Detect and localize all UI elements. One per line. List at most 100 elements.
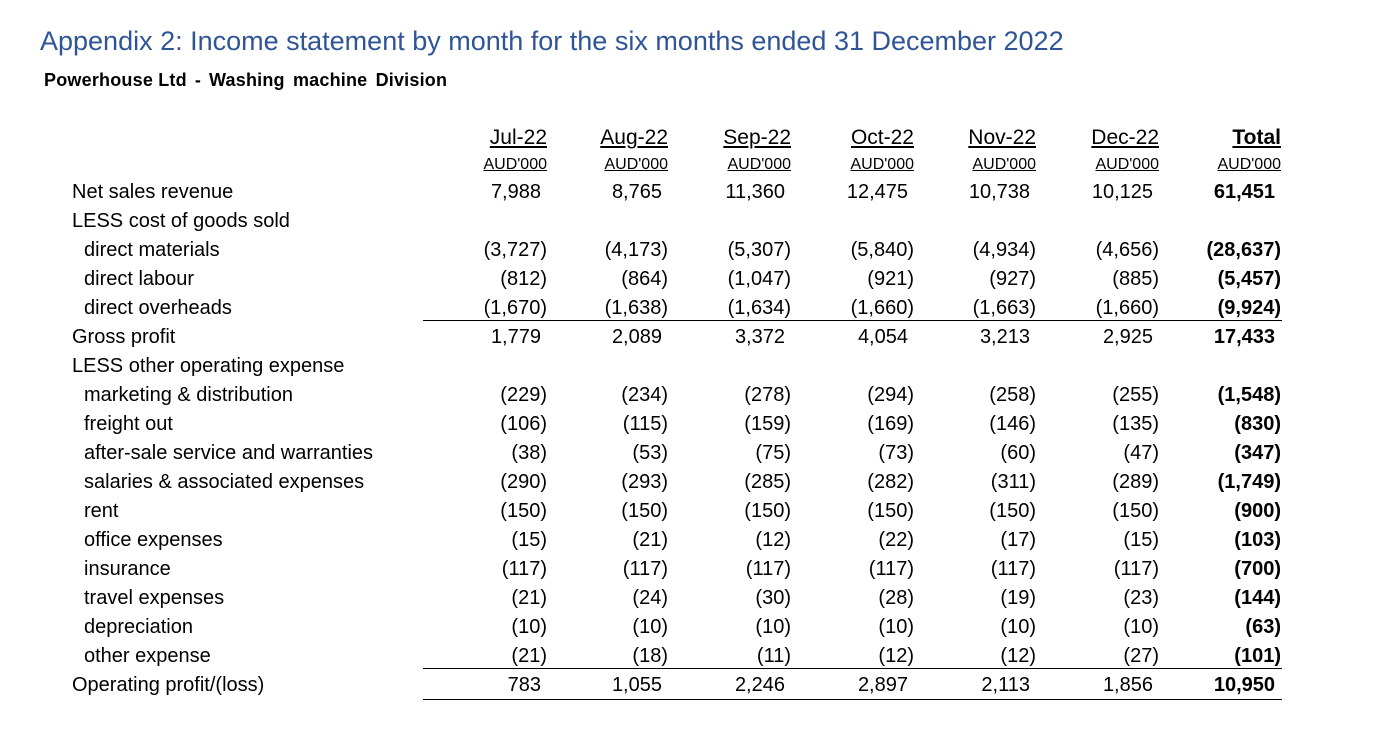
row-direct-overheads: direct overheads (1,670) (1,638) (1,634) (1,… [0, 294, 1375, 323]
cell-jul: (229) [500, 384, 547, 406]
cell-oct: (117) [868, 558, 914, 580]
cell-aug: (21) [632, 529, 668, 551]
cell-sep: 3,372 [734, 326, 785, 348]
cell-dec: 10,125 [1091, 181, 1153, 203]
row-label: travel expenses [84, 587, 225, 609]
unit-header: AUD'000 [604, 156, 668, 173]
row-after-sale-service: after-sale service and warranties (38) (53… [0, 439, 1375, 468]
cell-nov: (60) [1000, 442, 1036, 464]
cell-total: (5,457) [1217, 268, 1281, 290]
column-header-total: Total [1232, 126, 1281, 149]
cell-total: (900) [1234, 500, 1281, 522]
row-label: insurance [84, 558, 171, 580]
cell-nov: (1,663) [972, 297, 1036, 319]
cell-total: (103) [1234, 529, 1281, 551]
cell-nov: (4,934) [972, 239, 1036, 261]
unit-header-row: AUD'000 AUD'000 AUD'000 AUD'000 AUD'000 … [0, 152, 1375, 178]
cell-jul: (3,727) [483, 239, 547, 261]
cell-oct: (294) [867, 384, 914, 406]
row-rent: rent (150) (150) (150) (150) (150) (150) (900) [0, 497, 1375, 526]
cell-oct: (73) [878, 442, 914, 464]
cell-nov: (17) [1000, 529, 1036, 551]
cell-jul: (15) [511, 529, 547, 551]
cell-aug: (115) [622, 413, 668, 435]
cell-nov: (12) [1000, 645, 1036, 667]
cell-sep: 11,360 [725, 181, 785, 203]
subtotal-rule [423, 320, 1282, 321]
cell-dec: (117) [1113, 558, 1159, 580]
row-travel-expenses: travel expenses (21) (24) (30) (28) (19) (23) (… [0, 584, 1375, 613]
unit-header: AUD'000 [972, 156, 1036, 173]
cell-sep: (11) [756, 645, 791, 667]
cell-total: 17,433 [1213, 326, 1275, 348]
cell-aug: (864) [621, 268, 668, 290]
cell-sep: (285) [744, 471, 791, 493]
row-direct-materials: direct materials (3,727) (4,173) (5,307) (5,… [0, 236, 1375, 265]
row-label: Operating profit/(loss) [72, 674, 265, 696]
row-insurance: insurance (117) (117) (117) (117) (117) (117) (… [0, 555, 1375, 584]
cell-jul: 7,988 [490, 181, 541, 203]
cell-jul: (117) [501, 558, 547, 580]
cell-total: 10,950 [1213, 674, 1275, 696]
cell-jul: (38) [511, 442, 547, 464]
cell-total: (830) [1234, 413, 1281, 435]
cell-oct: (28) [878, 587, 914, 609]
row-net-sales-revenue: Net sales revenue 7,988 8,765 11,360 12,475 1… [0, 178, 1375, 207]
row-label: LESS cost of goods sold [72, 210, 290, 232]
cell-sep: (75) [755, 442, 791, 464]
cell-oct: (921) [867, 268, 914, 290]
cell-aug: 1,055 [611, 674, 662, 696]
column-header-row: Jul-22 Aug-22 Sep-22 Oct-22 Nov-22 Dec-2… [0, 124, 1375, 152]
unit-header: AUD'000 [850, 156, 914, 173]
row-label: direct labour [84, 268, 195, 290]
cell-oct: (169) [867, 413, 914, 435]
cell-total: (9,924) [1217, 297, 1281, 319]
cell-aug: (150) [621, 500, 668, 522]
cell-nov: 10,738 [968, 181, 1030, 203]
cell-total: (28,637) [1206, 239, 1282, 261]
cell-nov: 3,213 [979, 326, 1030, 348]
cell-aug: 8,765 [611, 181, 662, 203]
row-depreciation: depreciation (10) (10) (10) (10) (10) (10) (63) [0, 613, 1375, 642]
cell-jul: (10) [511, 616, 547, 638]
cell-jul: 783 [507, 674, 541, 696]
cell-dec: (1,660) [1095, 297, 1159, 319]
column-header-dec: Dec-22 [1091, 126, 1159, 149]
cell-jul: (21) [511, 645, 547, 667]
column-header-jul: Jul-22 [489, 126, 547, 149]
cell-aug: (24) [632, 587, 668, 609]
cell-total: (144) [1234, 587, 1281, 609]
unit-header: AUD'000 [727, 156, 791, 173]
cell-jul: (150) [500, 500, 547, 522]
column-header-sep: Sep-22 [723, 126, 791, 149]
row-label: direct materials [84, 239, 220, 261]
cell-total: (1,749) [1217, 471, 1281, 493]
cell-nov: (258) [989, 384, 1036, 406]
column-header-oct: Oct-22 [850, 126, 914, 149]
cell-aug: 2,089 [611, 326, 662, 348]
cell-oct: (22) [878, 529, 914, 551]
row-label: LESS other operating expense [72, 355, 345, 377]
subtotal-rule [423, 668, 1282, 669]
cell-oct: 12,475 [846, 181, 908, 203]
cell-sep: 2,246 [734, 674, 785, 696]
cell-dec: (4,656) [1095, 239, 1159, 261]
cell-jul: (106) [500, 413, 547, 435]
cell-sep: (150) [744, 500, 791, 522]
cell-aug: (18) [632, 645, 668, 667]
cell-total: (347) [1234, 442, 1281, 464]
total-rule [423, 699, 1282, 700]
statement-rows: Net sales revenue 7,988 8,765 11,360 12,475 1… [0, 178, 1375, 700]
row-label: marketing & distribution [84, 384, 293, 406]
row-office-expenses: office expenses (15) (21) (12) (22) (17) (15) (… [0, 526, 1375, 555]
row-gross-profit: Gross profit 1,779 2,089 3,372 4,054 3,213 2,9… [0, 323, 1375, 352]
cell-oct: 2,897 [857, 674, 908, 696]
cell-aug: (117) [622, 558, 668, 580]
cell-oct: (282) [867, 471, 914, 493]
cell-sep: (12) [755, 529, 791, 551]
cell-oct: 4,054 [857, 326, 908, 348]
cell-total: (700) [1234, 558, 1281, 580]
cell-jul: (1,670) [483, 297, 547, 319]
subtitle-separator: - [194, 70, 202, 90]
cell-oct: (12) [878, 645, 914, 667]
